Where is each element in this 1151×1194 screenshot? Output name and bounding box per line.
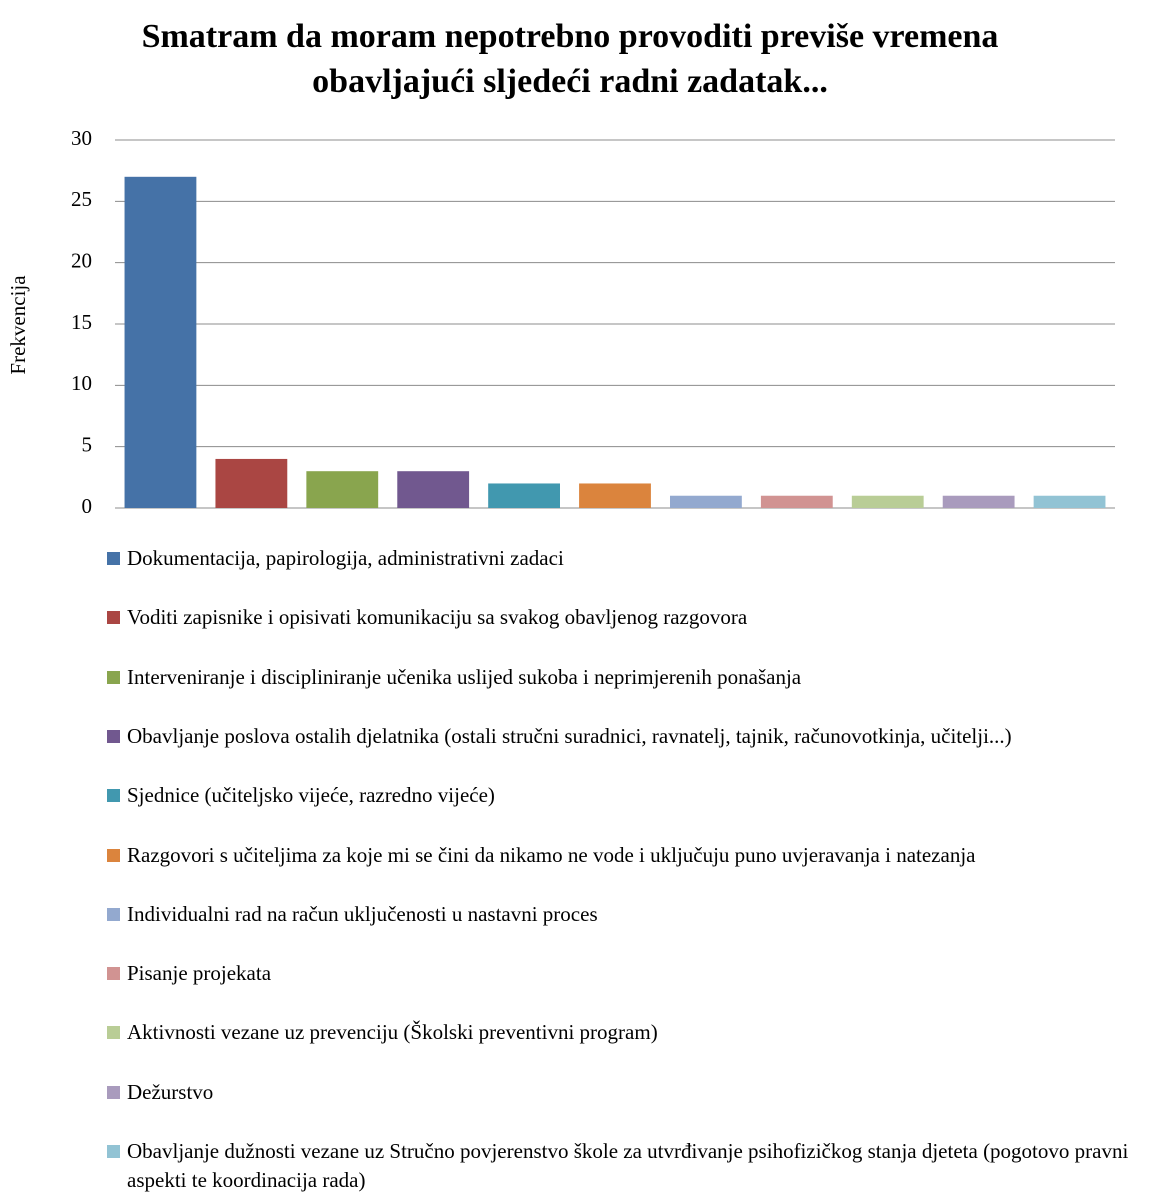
legend-label: Obavljanje dužnosti vezane uz Stručno po… — [127, 1139, 1129, 1192]
legend-item: Obavljanje dužnosti vezane uz Stručno po… — [107, 1137, 1147, 1194]
legend-label: Dokumentacija, papirologija, administrat… — [127, 546, 564, 570]
legend-label: Individualni rad na račun uključenosti u… — [127, 901, 598, 926]
y-tick-label: 25 — [71, 187, 92, 211]
legend-label: Razgovori s učiteljima za koje mi se čin… — [127, 842, 976, 867]
y-tick-label: 30 — [71, 126, 92, 150]
legend-item: Sjednice (učiteljsko vijeće, razredno vi… — [107, 781, 1147, 810]
bar — [1033, 495, 1106, 508]
bar — [397, 471, 470, 508]
legend-item: Aktivnosti vezane uz prevenciju (Školski… — [107, 1018, 1147, 1047]
legend-label: Dežurstvo — [127, 1079, 214, 1104]
chart-title: Smatram da moram nepotrebno provoditi pr… — [141, 18, 999, 100]
y-tick-label: 10 — [71, 371, 92, 395]
bar — [579, 483, 651, 508]
legend-swatch — [107, 1026, 120, 1040]
legend-label: Voditi zapisnike i opisivati komunikacij… — [127, 605, 748, 630]
legend-label: Sjednice (učiteljsko vijeće, razredno vi… — [127, 783, 495, 808]
legend-swatch — [107, 789, 120, 803]
legend-item: Razgovori s učiteljima za koje mi se čin… — [107, 841, 1147, 870]
y-tick-label: 5 — [82, 432, 93, 456]
legend-item: Individualni rad na račun uključenosti u… — [107, 900, 1147, 929]
legend-item: Pisanje projekata — [107, 959, 1147, 988]
legend-label: Interveniranje i discipliniranje učenika… — [127, 664, 802, 689]
legend-swatch — [107, 729, 120, 743]
y-tick-label: 15 — [71, 310, 92, 334]
y-tick-label: 0 — [82, 494, 93, 518]
bar — [306, 471, 379, 508]
legend-swatch — [107, 848, 120, 862]
legend-item: Interveniranje i discipliniranje učenika… — [107, 663, 1147, 692]
bar — [215, 458, 288, 508]
legend-swatch — [107, 907, 120, 921]
legend-item: Obavljanje poslova ostalih djelatnika (o… — [107, 722, 1147, 751]
legend-label: Obavljanje poslova ostalih djelatnika (o… — [127, 723, 1012, 748]
legend-label: Aktivnosti vezane uz prevenciju (Školski… — [127, 1020, 658, 1045]
legend-item: Dokumentacija, papirologija, administrat… — [107, 544, 1147, 573]
legend-swatch — [107, 552, 120, 565]
bar — [942, 495, 1015, 508]
legend-swatch — [107, 611, 120, 625]
y-axis-label: Frekvencija — [6, 275, 30, 375]
legend-item: Voditi zapisnike i opisivati komunikacij… — [107, 603, 1147, 632]
legend-swatch — [107, 670, 120, 684]
y-tick-label: 20 — [71, 248, 92, 272]
bar — [488, 483, 560, 508]
bar — [851, 495, 924, 508]
bar — [760, 495, 833, 508]
legend-swatch — [107, 1145, 120, 1158]
bar — [124, 176, 197, 509]
bar — [670, 495, 742, 508]
legend-label: Pisanje projekata — [127, 961, 272, 986]
legend-item: Dežurstvo — [107, 1078, 1147, 1107]
legend-swatch — [107, 967, 120, 981]
legend-swatch — [107, 1085, 120, 1099]
